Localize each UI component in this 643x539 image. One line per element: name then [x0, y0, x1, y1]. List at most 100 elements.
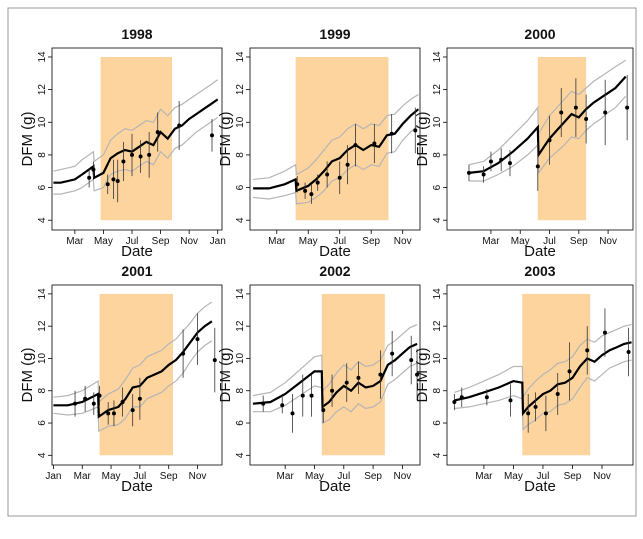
observation [372, 141, 377, 146]
x-axis-label: Date [319, 478, 351, 495]
x-axis-label: Date [121, 243, 153, 260]
observation [390, 351, 395, 356]
x-tick-label: Mar [74, 471, 92, 482]
panel-title: 1998 [121, 26, 152, 42]
series-line [53, 79, 219, 172]
observation [466, 170, 471, 175]
observation [626, 349, 631, 354]
plot-frame [249, 47, 421, 231]
y-tick-label: 12 [37, 84, 48, 96]
observation [353, 143, 358, 148]
x-tick-label: Sep [160, 471, 178, 482]
y-tick-label: 4 [235, 217, 246, 223]
observation [309, 393, 314, 398]
observation [138, 154, 143, 159]
observation [181, 351, 186, 356]
series-line [253, 125, 419, 205]
observation [481, 172, 486, 177]
x-tick-label: Sep [570, 236, 588, 247]
observation [210, 133, 214, 138]
plot-frame [446, 47, 634, 231]
y-tick-label: 4 [235, 452, 246, 458]
plot-frame [51, 284, 223, 466]
observation [585, 348, 590, 353]
y-tick-label: 14 [432, 288, 443, 300]
observation [261, 401, 266, 406]
observation [484, 395, 489, 400]
observation [91, 401, 96, 406]
y-tick-label: 4 [37, 452, 48, 458]
observation [452, 400, 457, 405]
y-tick-label: 6 [235, 420, 246, 426]
series-line [468, 75, 627, 174]
y-tick-label: 14 [37, 288, 48, 300]
observation [567, 369, 572, 374]
y-axis-label: DFM (g) [414, 348, 431, 403]
y-tick-label: 12 [432, 320, 443, 332]
observation [91, 167, 96, 172]
observation [155, 130, 160, 135]
observation [309, 192, 314, 197]
x-tick-label: Nov [189, 471, 207, 482]
panel-title: 1999 [319, 26, 350, 42]
observation [533, 404, 538, 409]
y-axis-label: DFM (g) [19, 348, 36, 403]
observation [325, 172, 330, 177]
x-tick-label: Mar [482, 236, 500, 247]
y-tick-label: 6 [432, 420, 443, 426]
y-tick-label: 6 [432, 184, 443, 190]
x-axis-label: Date [524, 478, 556, 495]
x-tick-label: Mar [277, 471, 295, 482]
observation [603, 110, 608, 115]
y-tick-label: 14 [432, 51, 443, 63]
observation [415, 372, 420, 377]
y-axis-label: DFM (g) [217, 348, 234, 403]
y-tick-label: 12 [235, 84, 246, 96]
plot-frame [249, 284, 421, 466]
observation [303, 188, 308, 193]
x-tick-label: Jul [337, 471, 350, 482]
series-line [53, 301, 213, 404]
observation [321, 408, 326, 413]
x-tick-label: May [511, 236, 530, 247]
x-tick-label: May [102, 471, 121, 482]
observation [147, 152, 152, 157]
observation [584, 117, 589, 122]
observation [356, 375, 361, 380]
observation [409, 358, 414, 363]
y-tick-label: 8 [37, 152, 48, 158]
y-tick-label: 14 [235, 51, 246, 63]
x-tick-label: Sep [152, 236, 170, 247]
observation [508, 398, 513, 403]
x-tick-label: Jan [210, 236, 226, 247]
observation [73, 401, 78, 406]
x-tick-label: May [299, 236, 318, 247]
y-tick-label: 4 [432, 217, 443, 223]
observation [105, 182, 110, 187]
observation [111, 177, 116, 182]
observation [535, 164, 540, 169]
x-tick-label: Nov [394, 236, 412, 247]
series-line [454, 359, 632, 431]
x-tick-label: Sep [564, 471, 582, 482]
x-axis-label: Date [319, 243, 351, 260]
x-tick-label: Mar [475, 471, 493, 482]
y-axis-label: DFM (g) [19, 112, 36, 167]
x-tick-label: Jul [126, 236, 139, 247]
y-tick-label: 10 [432, 116, 443, 128]
series-line [468, 59, 627, 166]
series-line [252, 342, 418, 410]
observation [83, 396, 88, 401]
figure-border [7, 7, 637, 517]
observation [547, 138, 552, 143]
x-tick-label: May [504, 471, 523, 482]
series-line [469, 95, 627, 182]
x-tick-label: Jul [537, 471, 550, 482]
observation [526, 411, 531, 416]
observation [106, 411, 111, 416]
observation [212, 358, 217, 363]
series-line [53, 320, 213, 419]
shaded-period [100, 56, 172, 221]
x-tick-label: Jul [333, 236, 346, 247]
